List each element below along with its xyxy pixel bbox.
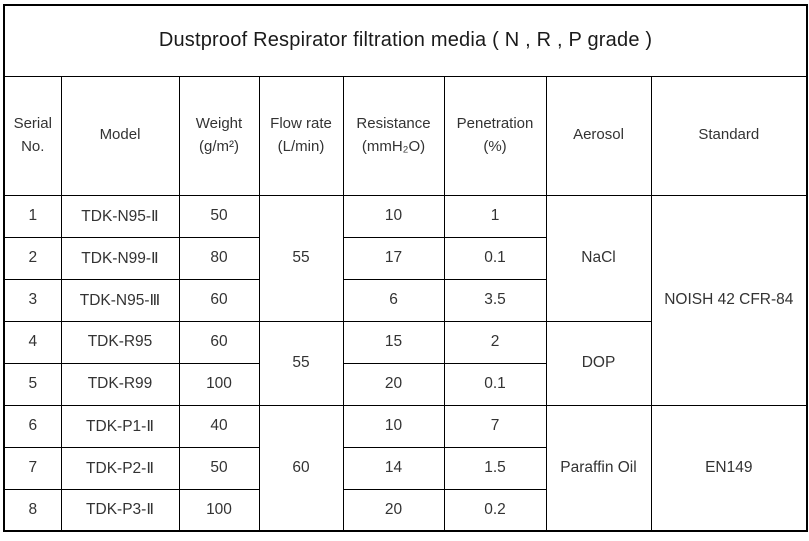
cell-model: TDK-R95 bbox=[60, 320, 180, 364]
cell-weight: 60 bbox=[178, 320, 260, 364]
cell-weight: 100 bbox=[178, 488, 260, 532]
cell-model: TDK-N99-Ⅱ bbox=[60, 236, 180, 280]
header-line: Model bbox=[99, 126, 141, 144]
header-line: (g/m²) bbox=[199, 137, 239, 155]
header-line: Penetration bbox=[456, 115, 534, 132]
cell-model: TDK-N95-Ⅱ bbox=[60, 194, 180, 238]
header-line: Resistance bbox=[356, 115, 431, 132]
cell-standard-merged: NOISH 42 CFR-84 bbox=[650, 194, 808, 406]
cell-penetration: 0.1 bbox=[443, 362, 547, 406]
cell-flow-rate-merged: 55 bbox=[258, 194, 344, 322]
cell-resistance: 14 bbox=[342, 446, 445, 490]
cell-resistance: 15 bbox=[342, 320, 445, 364]
table-row: 1 TDK-N95-Ⅱ 50 55 10 1 NaCl NOISH 42 CFR… bbox=[3, 194, 808, 406]
cell-aerosol-merged: NaCl bbox=[545, 194, 652, 322]
cell-resistance: 10 bbox=[342, 404, 445, 448]
header-line: Flow rate bbox=[270, 115, 332, 132]
header-line: Weight bbox=[195, 115, 243, 132]
cell-weight: 100 bbox=[178, 362, 260, 406]
table-row: 5 TDK-R99 100 20 0.1 bbox=[3, 362, 807, 406]
cell-weight: 50 bbox=[178, 194, 260, 238]
cell-penetration: 3.5 bbox=[443, 278, 547, 322]
cell-weight: 60 bbox=[178, 278, 260, 322]
cell-serial: 4 bbox=[3, 320, 62, 364]
column-header-model: Model bbox=[60, 75, 180, 196]
column-header-aerosol: Aerosol bbox=[545, 75, 652, 196]
cell-aerosol-merged: DOP bbox=[545, 320, 652, 406]
header-line: Serial bbox=[13, 115, 52, 132]
column-header-weight: Weight (g/m²) bbox=[178, 75, 260, 196]
table-row: 2 TDK-N99-Ⅱ 80 17 0.1 bbox=[3, 236, 807, 280]
filtration-media-table: Dustproof Respirator filtration media ( … bbox=[3, 4, 809, 532]
cell-penetration: 1 bbox=[443, 194, 547, 238]
header-line: (mmH₂O) bbox=[361, 137, 426, 155]
column-header-resistance: Resistance (mmH₂O) bbox=[342, 75, 445, 196]
cell-flow-rate-merged: 55 bbox=[258, 320, 344, 406]
header-line: Aerosol bbox=[573, 126, 624, 144]
table-row: 7 TDK-P2-Ⅱ 50 14 1.5 bbox=[3, 446, 807, 490]
cell-serial: 1 bbox=[3, 194, 62, 238]
cell-model: TDK-N95-Ⅲ bbox=[60, 278, 180, 322]
cell-model: TDK-P1-Ⅱ bbox=[60, 404, 180, 448]
cell-model: TDK-P3-Ⅱ bbox=[60, 488, 180, 532]
header-line: (L/min) bbox=[277, 137, 325, 155]
cell-standard-merged: EN149 bbox=[650, 404, 808, 532]
cell-model: TDK-P2-Ⅱ bbox=[60, 446, 180, 490]
table-row: 8 TDK-P3-Ⅱ 100 20 0.2 bbox=[3, 488, 807, 532]
cell-penetration: 2 bbox=[443, 320, 547, 364]
cell-resistance: 20 bbox=[342, 488, 445, 532]
table-title-row: Dustproof Respirator filtration media ( … bbox=[3, 4, 808, 77]
table-title: Dustproof Respirator filtration media ( … bbox=[3, 4, 808, 77]
cell-weight: 50 bbox=[178, 446, 260, 490]
cell-serial: 3 bbox=[3, 278, 62, 322]
cell-resistance: 10 bbox=[342, 194, 445, 238]
header-line: (%) bbox=[483, 137, 507, 155]
table-row: 3 TDK-N95-Ⅲ 60 6 3.5 bbox=[3, 278, 807, 322]
cell-serial: 6 bbox=[3, 404, 62, 448]
cell-resistance: 6 bbox=[342, 278, 445, 322]
cell-serial: 5 bbox=[3, 362, 62, 406]
cell-resistance: 17 bbox=[342, 236, 445, 280]
cell-serial: 8 bbox=[3, 488, 62, 532]
column-header-flow-rate: Flow rate (L/min) bbox=[258, 75, 344, 196]
cell-serial: 7 bbox=[3, 446, 62, 490]
cell-aerosol-merged: Paraffin Oil bbox=[545, 404, 652, 532]
cell-penetration: 0.2 bbox=[443, 488, 547, 532]
table-row: 4 TDK-R95 60 55 15 2 DOP bbox=[3, 320, 807, 406]
column-header-standard: Standard bbox=[650, 75, 808, 196]
table-header-row: Serial No. Model Weight (g/m²) Flow rate… bbox=[3, 75, 808, 196]
cell-penetration: 1.5 bbox=[443, 446, 547, 490]
header-line: Standard bbox=[698, 126, 760, 144]
cell-flow-rate-merged: 60 bbox=[258, 404, 344, 532]
cell-weight: 80 bbox=[178, 236, 260, 280]
cell-model: TDK-R99 bbox=[60, 362, 180, 406]
column-header-penetration: Penetration (%) bbox=[443, 75, 547, 196]
cell-weight: 40 bbox=[178, 404, 260, 448]
header-line: No. bbox=[21, 137, 45, 155]
column-header-serial-no: Serial No. bbox=[3, 75, 62, 196]
cell-serial: 2 bbox=[3, 236, 62, 280]
cell-resistance: 20 bbox=[342, 362, 445, 406]
cell-penetration: 7 bbox=[443, 404, 547, 448]
cell-penetration: 0.1 bbox=[443, 236, 547, 280]
table-row: 6 TDK-P1-Ⅱ 40 60 10 7 Paraffin Oil EN149 bbox=[3, 404, 808, 532]
